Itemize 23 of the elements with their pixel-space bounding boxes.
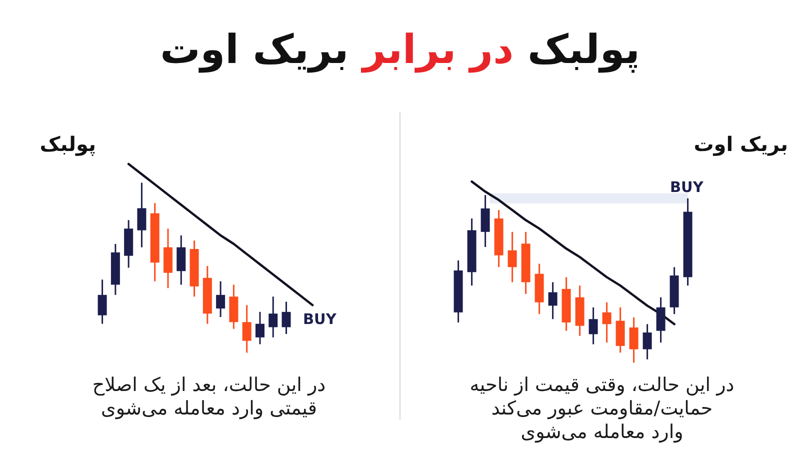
annotation: BUY	[303, 312, 337, 328]
candlestick	[508, 231, 517, 283]
candlestick	[98, 278, 107, 325]
candlestick	[255, 311, 264, 345]
candlestick	[216, 280, 226, 318]
candlestick	[548, 281, 558, 320]
candlestick	[282, 300, 291, 335]
candlestick	[602, 302, 612, 344]
text: پولبک در برابر بریک اوت	[160, 27, 640, 73]
chart-title: پولبک	[40, 132, 96, 156]
annotation: BUY	[670, 180, 704, 196]
text: بریک اوت	[694, 132, 788, 156]
candlestick	[642, 323, 652, 360]
text: در این حالت، وقتی قیمت از ناحیه حمایت/مقاومت عبور می‌کند وارد معامله می‌شوی	[470, 374, 734, 443]
candlestick	[480, 194, 490, 248]
candlestick	[242, 304, 252, 354]
text: در این حالت، بعد از یک اصلاح قیمتی وارد معامله می‌شوی	[92, 374, 326, 420]
candlestick	[137, 182, 146, 248]
candlestick	[588, 306, 598, 346]
candlestick	[629, 316, 638, 364]
candlestick	[656, 296, 666, 344]
candlestick	[176, 234, 186, 286]
candlestick	[268, 296, 278, 338]
